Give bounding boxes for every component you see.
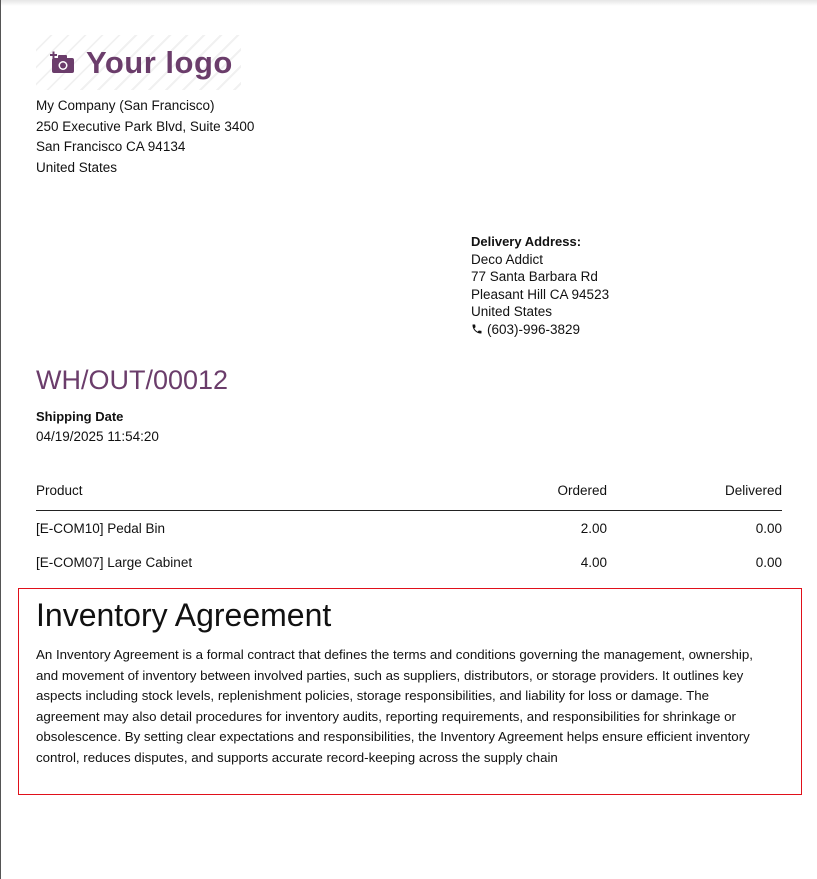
company-street: 250 Executive Park Blvd, Suite 3400: [36, 118, 255, 134]
company-country: United States: [36, 159, 118, 175]
inventory-agreement-section: Inventory Agreement An Inventory Agreeme…: [18, 588, 802, 795]
shipping-date-label: Shipping Date: [36, 409, 124, 424]
logo-text: Your logo: [86, 44, 233, 80]
ordered-cell: 2.00: [580, 520, 607, 536]
page-edge: [0, 0, 1, 879]
camera-plus-icon: [50, 51, 74, 73]
agreement-title: Inventory Agreement: [36, 597, 332, 633]
company-address: My Company (San Francisco) 250 Executive…: [36, 96, 254, 178]
delivery-label: Delivery Address:: [471, 234, 582, 249]
page-top-shadow: [0, 0, 817, 6]
delivery-city: Pleasant Hill CA 94523: [471, 286, 610, 302]
delivery-street: 77 Santa Barbara Rd: [471, 269, 598, 284]
delivery-phone: (603)-996-3829: [487, 321, 581, 337]
product-cell: [E-COM07] Large Cabinet: [36, 554, 193, 570]
delivery-name: Deco Addict: [471, 251, 544, 267]
company-city: San Francisco CA 94134: [36, 139, 186, 154]
delivered-cell: 0.00: [755, 520, 782, 536]
phone-icon: [472, 324, 482, 333]
delivered-cell: 0.00: [755, 554, 782, 570]
product-cell: [E-COM10] Pedal Bin: [36, 520, 166, 536]
header-product: Product: [36, 483, 83, 498]
ordered-cell: 4.00: [580, 554, 607, 570]
table-row: [E-COM10] Pedal Bin 2.00 0.00: [36, 511, 782, 545]
table-row: [E-COM07] Large Cabinet 4.00 0.00: [36, 545, 782, 579]
delivery-phone-row: (603)-996-3829: [471, 321, 609, 339]
products-table: Product Ordered Delivered [E-COM10] Peda…: [36, 483, 782, 579]
shipping-date: 04/19/2025 11:54:20: [36, 429, 159, 444]
agreement-body: An Inventory Agreement is a formal contr…: [36, 647, 753, 765]
company-logo: Your logo: [36, 35, 241, 90]
document-title: WH/OUT/00012: [36, 365, 229, 395]
delivery-address: Delivery Address: Deco Addict 77 Santa B…: [471, 233, 609, 338]
header-delivered: Delivered: [724, 483, 782, 498]
header-ordered: Ordered: [557, 483, 607, 498]
table-header: Product Ordered Delivered: [36, 483, 782, 511]
delivery-country: United States: [471, 304, 553, 319]
company-name: My Company (San Francisco): [36, 98, 215, 113]
